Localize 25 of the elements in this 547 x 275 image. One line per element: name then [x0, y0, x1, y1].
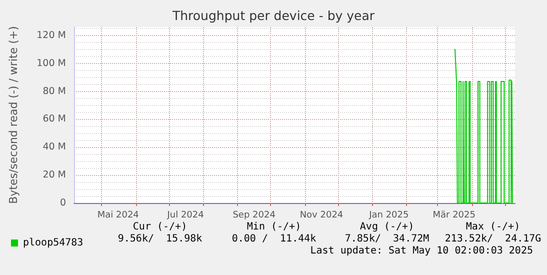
text: Avg (-/+) [360, 222, 414, 232]
y-tick-label: 60 M [42, 114, 66, 125]
x-tick-label: Jan 2025 [368, 210, 409, 220]
text: Min (-/+) [246, 222, 302, 232]
y-tick-label: 20 M [42, 170, 66, 181]
text: 7.85k/ 34.72M [344, 234, 430, 244]
text: Max (-/+) [466, 222, 520, 232]
text: 213.52k/ 24.17G [444, 234, 542, 244]
x-tick-label: Jul 2024 [166, 210, 204, 220]
y-tick-label: 100 M [36, 58, 66, 69]
text: Cur (-/+) [132, 222, 188, 232]
y-tick-label: 120 M [36, 30, 66, 41]
chart-title: Throughput per device - by year [171, 8, 376, 23]
text: 0.00 / 11.44k [232, 234, 316, 244]
y-tick-label: 0 [60, 198, 66, 208]
y-axis-title: Bytes/second read (-) / write (+) [7, 26, 20, 204]
text: Last update: Sat May 10 02:00:03 2025 [310, 246, 533, 256]
x-tick-label: Sep 2024 [232, 210, 276, 220]
text: 9.56k/ 15.98k [118, 234, 202, 244]
x-tick-label: Mai 2024 [97, 210, 140, 220]
x-tick-label: Mär 2025 [432, 210, 476, 220]
legend-label: ploop54783 [23, 238, 84, 248]
y-tick-label: 80 M [42, 86, 66, 97]
y-tick-label: 40 M [42, 142, 66, 153]
x-tick-label: Nov 2024 [300, 210, 344, 220]
